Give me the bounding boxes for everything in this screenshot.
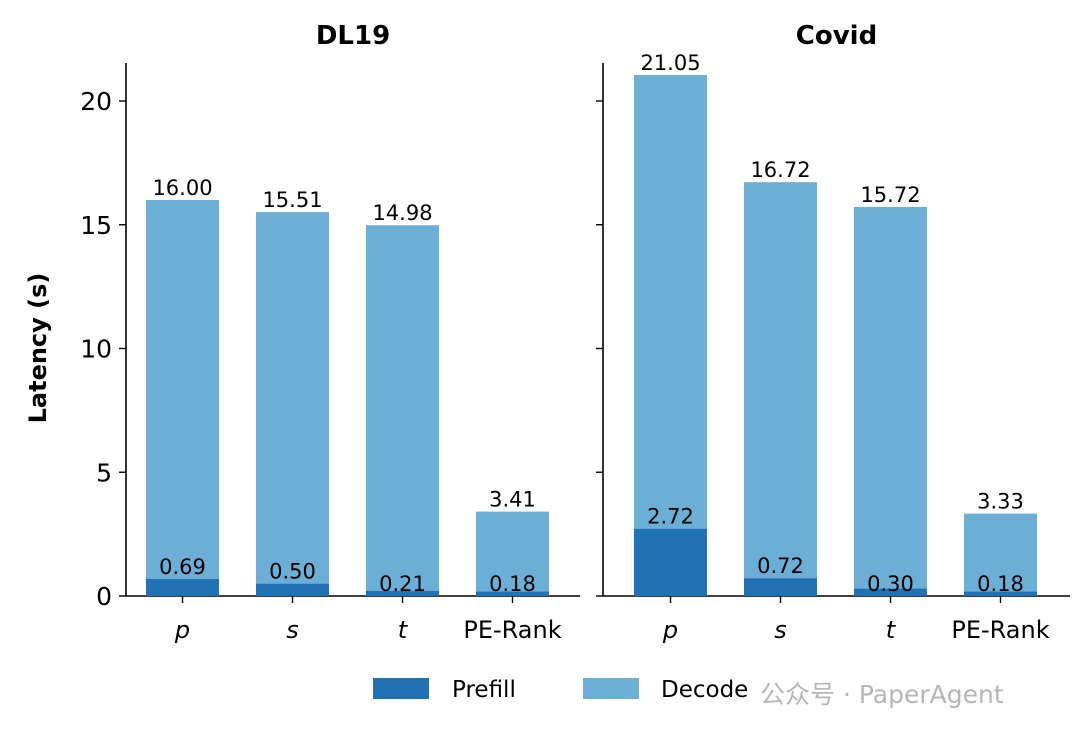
y-tick-label: 5 (96, 458, 112, 487)
panel-title-covid: Covid (796, 21, 877, 51)
bar-prefill-PE-Rank (964, 591, 1037, 596)
total-label: 15.51 (262, 188, 322, 212)
legend-label-decode: Decode (661, 677, 748, 703)
bar-decode-s (256, 212, 329, 584)
bar-decode-t (366, 225, 439, 591)
bar-prefill-p (634, 528, 707, 596)
watermark: 公众号 · PaperAgent (760, 680, 1004, 709)
y-tick-label: 20 (80, 87, 112, 116)
x-tick-label: p (662, 616, 678, 644)
x-tick-label: t (398, 616, 409, 644)
prefill-label: 0.30 (867, 572, 914, 596)
prefill-label: 0.21 (379, 572, 426, 596)
bar-decode-p (634, 75, 707, 529)
legend: Prefill Decode (373, 677, 748, 703)
bar-decode-p (146, 200, 219, 579)
total-label: 16.72 (750, 158, 810, 182)
bar-prefill-s (256, 583, 329, 596)
prefill-label: 0.69 (159, 555, 206, 579)
y-tick-label: 10 (80, 335, 112, 364)
x-tick-label: p (174, 616, 190, 644)
legend-swatch-decode (583, 678, 639, 699)
total-label: 14.98 (372, 201, 432, 225)
bar-prefill-t (854, 588, 927, 596)
bar-prefill-PE-Rank (476, 591, 549, 596)
panel-title-dl19: DL19 (316, 21, 390, 51)
prefill-label: 0.72 (757, 554, 804, 578)
bar-prefill-p (146, 578, 219, 596)
bar-prefill-t (366, 590, 439, 596)
total-label: 3.41 (489, 488, 536, 512)
prefill-label: 0.18 (489, 572, 536, 596)
prefill-label: 2.72 (647, 505, 694, 529)
bar-decode-t (854, 206, 927, 589)
bar-prefill-s (744, 578, 817, 596)
bar-decode-s (744, 182, 817, 579)
total-label: 16.00 (152, 176, 212, 200)
x-tick-label: PE-Rank (951, 616, 1049, 644)
y-tick-label: 0 (96, 582, 112, 611)
legend-swatch-prefill (373, 678, 429, 699)
total-label: 15.72 (860, 183, 920, 207)
x-tick-label: PE-Rank (463, 616, 561, 644)
y-axis-label: Latency (s) (24, 273, 52, 424)
x-tick-label: s (774, 616, 787, 644)
x-tick-label: s (286, 616, 299, 644)
legend-label-prefill: Prefill (452, 677, 516, 703)
x-tick-label: t (886, 616, 897, 644)
y-tick-label: 15 (80, 211, 112, 240)
bar-decode-PE-Rank (476, 511, 549, 592)
bar-decode-PE-Rank (964, 513, 1037, 592)
prefill-label: 0.18 (977, 572, 1024, 596)
prefill-label: 0.50 (269, 560, 316, 584)
total-label: 3.33 (977, 490, 1024, 514)
total-label: 21.05 (640, 51, 700, 75)
